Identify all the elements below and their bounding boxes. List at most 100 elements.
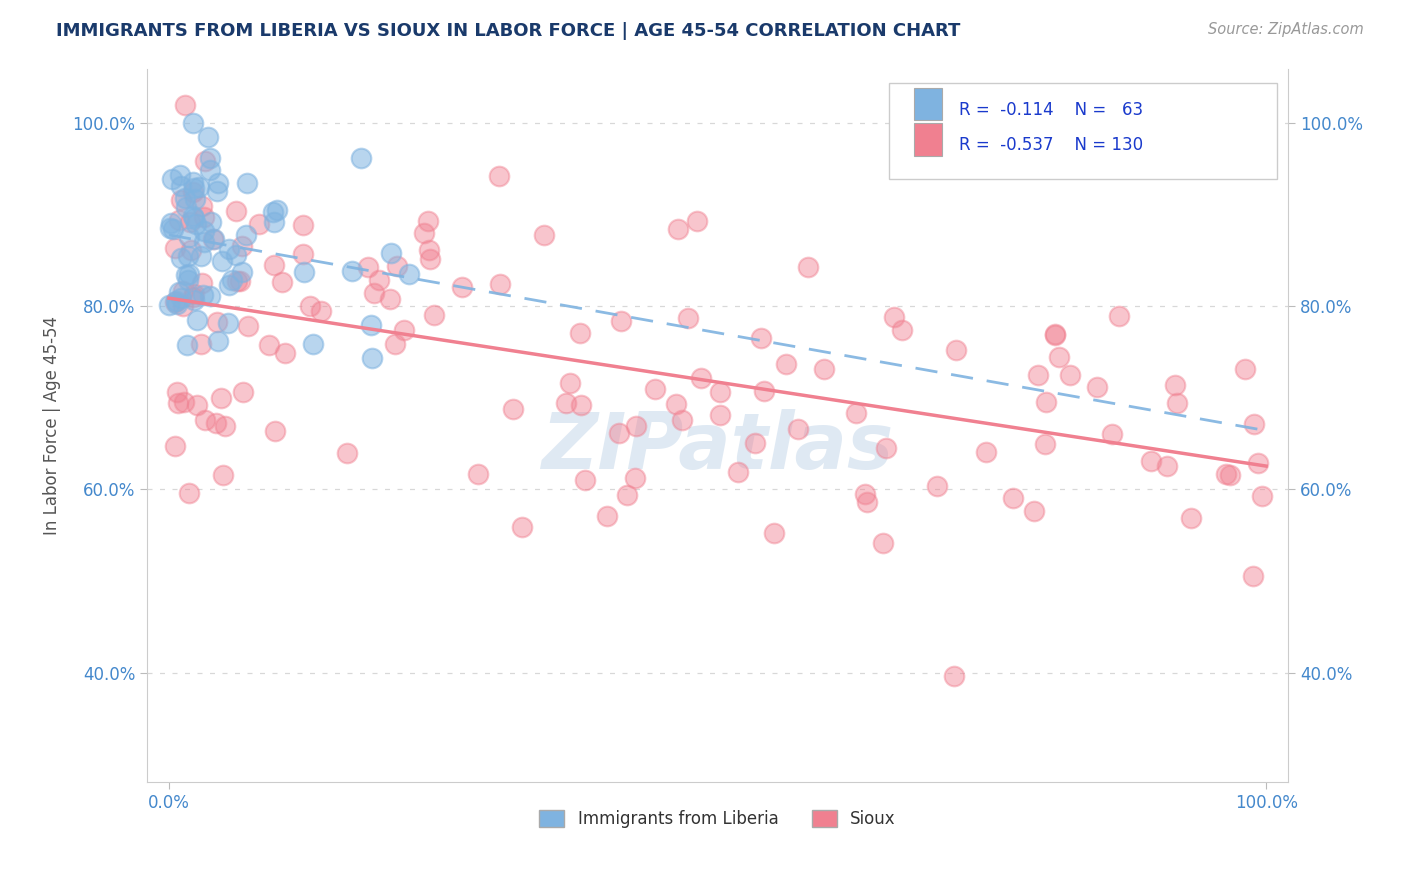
Point	[264, 424, 287, 438]
Point	[173, 98, 195, 112]
Point	[193, 223, 215, 237]
Point	[190, 337, 212, 351]
FancyBboxPatch shape	[889, 83, 1277, 179]
Point	[191, 199, 214, 213]
Point	[423, 308, 446, 322]
Point	[167, 396, 190, 410]
Point	[727, 465, 749, 479]
Point	[569, 398, 592, 412]
Point	[193, 211, 215, 225]
Point	[1166, 396, 1188, 410]
Point	[1101, 426, 1123, 441]
Point	[1026, 368, 1049, 382]
Point	[181, 209, 204, 223]
Point	[787, 422, 810, 436]
Point	[263, 215, 285, 229]
Point	[1241, 569, 1264, 583]
Point	[1215, 467, 1237, 481]
Point	[1035, 437, 1057, 451]
Point	[796, 260, 818, 274]
Point	[183, 181, 205, 195]
Point	[221, 273, 243, 287]
Point	[754, 384, 776, 398]
Point	[1233, 362, 1256, 376]
Point	[231, 265, 253, 279]
Point	[197, 129, 219, 144]
Point	[165, 439, 187, 453]
Point	[183, 186, 205, 200]
Point	[159, 216, 181, 230]
Point	[709, 385, 731, 400]
Point	[574, 473, 596, 487]
Point	[228, 274, 250, 288]
Point	[763, 525, 786, 540]
Point	[198, 289, 221, 303]
Point	[387, 259, 409, 273]
Point	[236, 176, 259, 190]
Point	[205, 184, 228, 198]
Point	[217, 316, 239, 330]
Point	[1085, 380, 1108, 394]
Point	[165, 294, 187, 309]
Point	[855, 494, 877, 508]
Point	[263, 258, 285, 272]
Point	[666, 221, 689, 235]
Point	[200, 215, 222, 229]
Point	[1002, 491, 1025, 505]
Point	[159, 221, 181, 235]
Point	[1243, 417, 1265, 431]
Point	[1247, 456, 1270, 470]
Point	[418, 244, 440, 258]
Point	[172, 285, 194, 299]
Point	[974, 444, 997, 458]
Point	[502, 401, 524, 416]
Point	[292, 247, 315, 261]
Point	[194, 413, 217, 427]
Point	[157, 298, 180, 312]
Point	[623, 471, 645, 485]
Point	[235, 228, 257, 243]
Point	[560, 376, 582, 390]
Point	[181, 175, 204, 189]
Point	[163, 241, 186, 255]
Point	[183, 287, 205, 301]
Point	[360, 318, 382, 332]
Point	[169, 212, 191, 227]
Point	[342, 264, 364, 278]
Text: R =  -0.114    N =   63: R = -0.114 N = 63	[959, 101, 1143, 119]
Point	[179, 230, 201, 244]
Point	[378, 292, 401, 306]
Point	[186, 217, 208, 231]
Point	[177, 249, 200, 263]
Point	[775, 357, 797, 371]
Point	[176, 268, 198, 283]
Point	[555, 396, 578, 410]
Point	[181, 116, 204, 130]
Point	[1035, 394, 1057, 409]
Point	[1022, 504, 1045, 518]
Point	[165, 294, 187, 309]
Point	[201, 232, 224, 246]
Point	[176, 273, 198, 287]
Point	[367, 273, 389, 287]
Point	[170, 193, 193, 207]
Point	[489, 277, 512, 292]
Point	[179, 267, 201, 281]
Point	[813, 361, 835, 376]
Point	[1140, 454, 1163, 468]
Point	[169, 169, 191, 183]
Point	[191, 277, 214, 291]
Point	[225, 248, 247, 262]
Point	[292, 264, 315, 278]
Point	[418, 214, 440, 228]
Point	[1250, 489, 1272, 503]
Point	[200, 163, 222, 178]
Point	[177, 486, 200, 500]
Legend: Immigrants from Liberia, Sioux: Immigrants from Liberia, Sioux	[533, 803, 903, 835]
Point	[609, 426, 631, 441]
Point	[211, 467, 233, 482]
Point	[1164, 377, 1187, 392]
Point	[225, 203, 247, 218]
Point	[170, 291, 193, 305]
Point	[533, 227, 555, 242]
